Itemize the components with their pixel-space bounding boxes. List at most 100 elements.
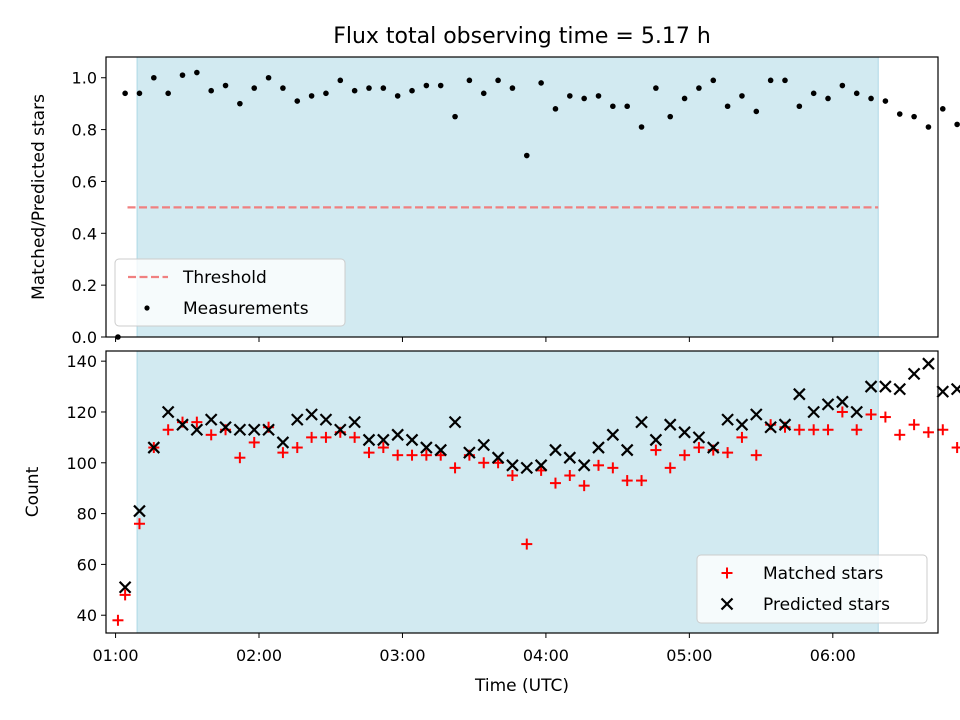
predicted-star-point [520,461,534,475]
predicted-star-point [721,413,734,426]
matched-star-point [320,431,332,443]
measurement-point [552,106,559,112]
predicted-star-point [950,382,960,396]
predicted-star-point [592,441,605,454]
matched-star-point [879,411,891,423]
bottom-y-tick-label: 140 [66,352,97,371]
predicted-star-point [506,459,519,472]
top-y-tick-label: 0.8 [72,121,97,140]
matched-star-point [133,518,145,530]
measurement-point [480,90,487,97]
x-axis-label: Time (UTC) [474,676,569,696]
matched-star-point [234,452,246,464]
matched-star-point [191,416,203,428]
measurement-point [810,90,817,97]
predicted-star-point [577,459,591,472]
matched-star-point [664,462,676,474]
top-panel: 0.0 0.2 0.4 0.6 0.8 1.0 Matched/Predicted sta… [29,56,960,347]
measurement-point [122,90,128,97]
bottom-y-axis-label: Count [23,466,43,517]
legend-x-marker [720,597,734,611]
measurement-point [595,93,602,99]
measurement-point [896,111,903,117]
predicted-star-point [750,408,763,421]
predicted-star-point [348,415,361,429]
bottom-legend-box [696,554,928,624]
predicted-star-point [735,418,749,431]
bottom-panel: 40 60 80 100 120 140 01:00 02:00 03:00 04:00 05:0… [23,350,960,696]
matched-star-point [722,447,734,459]
predicted-star-point [563,451,577,464]
predicted-star-point [147,441,161,454]
measurement-point [495,77,501,84]
matched-star-point [506,469,518,481]
measurement-point [782,77,788,84]
matched-star-point [112,614,124,626]
matched-star-point [822,424,834,436]
measurement-point [222,82,229,89]
measurement-point [337,77,344,84]
predicted-star-point [176,418,189,431]
measurement-point [208,87,214,94]
bottom-x-tick-label: 01:00 [93,646,139,665]
predicted-star-point [405,433,419,447]
predicted-star-point [377,433,390,447]
top-legend-box [114,258,346,327]
matched-star-point [205,429,217,441]
top-y-tick-label: 0.2 [72,276,97,295]
measurement-point [265,74,272,81]
bottom-x-tick-label: 02:00 [236,646,282,665]
predicted-star-point [635,415,648,429]
predicted-star-point [247,423,261,437]
measurement-point [452,113,458,120]
predicted-star-point [420,441,433,454]
measurement-point [251,85,258,91]
matched-star-point [736,431,748,443]
top-axes-frame [105,56,939,338]
top-y-tick-label: 0.6 [72,172,97,191]
matched-star-point [650,444,662,456]
top-y-ticks: 0.0 0.2 0.4 0.6 0.8 1.0 [72,69,106,347]
predicted-star-point [391,428,404,442]
predicted-star-point [161,405,175,419]
predicted-star-point [305,408,318,421]
matched-star-point [793,424,805,436]
measurement-point [825,95,831,102]
matched-star-point [808,424,820,436]
matched-star-point [377,442,389,454]
predicted-star-point [319,413,333,426]
matched-star-point [392,449,404,461]
legend-matched-label: Matched stars [763,564,883,584]
measurement-point [323,90,329,97]
top-y-tick-label: 0.0 [72,328,97,347]
chart-title: Flux total observing time = 5.17 h [333,24,711,49]
top-x-ticks [115,337,834,342]
bottom-x-ticks: 01:00 02:00 03:00 04:00 05:00 06:00 [93,633,856,665]
measurement-point [853,90,860,97]
measurement-point [681,95,688,102]
predicted-star-point [434,443,447,457]
top-legend: Threshold Measurements [114,258,346,327]
measurement-point [179,72,186,78]
predicted-star-point [549,443,562,457]
measurement-point [839,82,846,89]
predicted-star-point [663,418,677,431]
matched-star-point [593,459,605,471]
predicted-star-point [864,380,878,393]
matched-star-point [363,447,375,459]
predicted-star-point [907,367,921,381]
measurement-point [954,121,960,128]
predicted-star-point [118,580,132,594]
predicted-star-point [692,431,706,444]
measurement-point [308,93,315,99]
matched-star-point [836,406,848,418]
predicted-star-point [620,443,634,457]
predicted-star-point [290,413,304,426]
predicted-star-point [463,446,476,459]
legend-matched-swatch [721,567,733,579]
predicted-stars-points [118,357,960,594]
legend-predicted-label: Predicted stars [763,595,890,615]
measurement-point [567,93,573,99]
measurement-point [939,106,946,112]
measurement-point [710,77,717,84]
